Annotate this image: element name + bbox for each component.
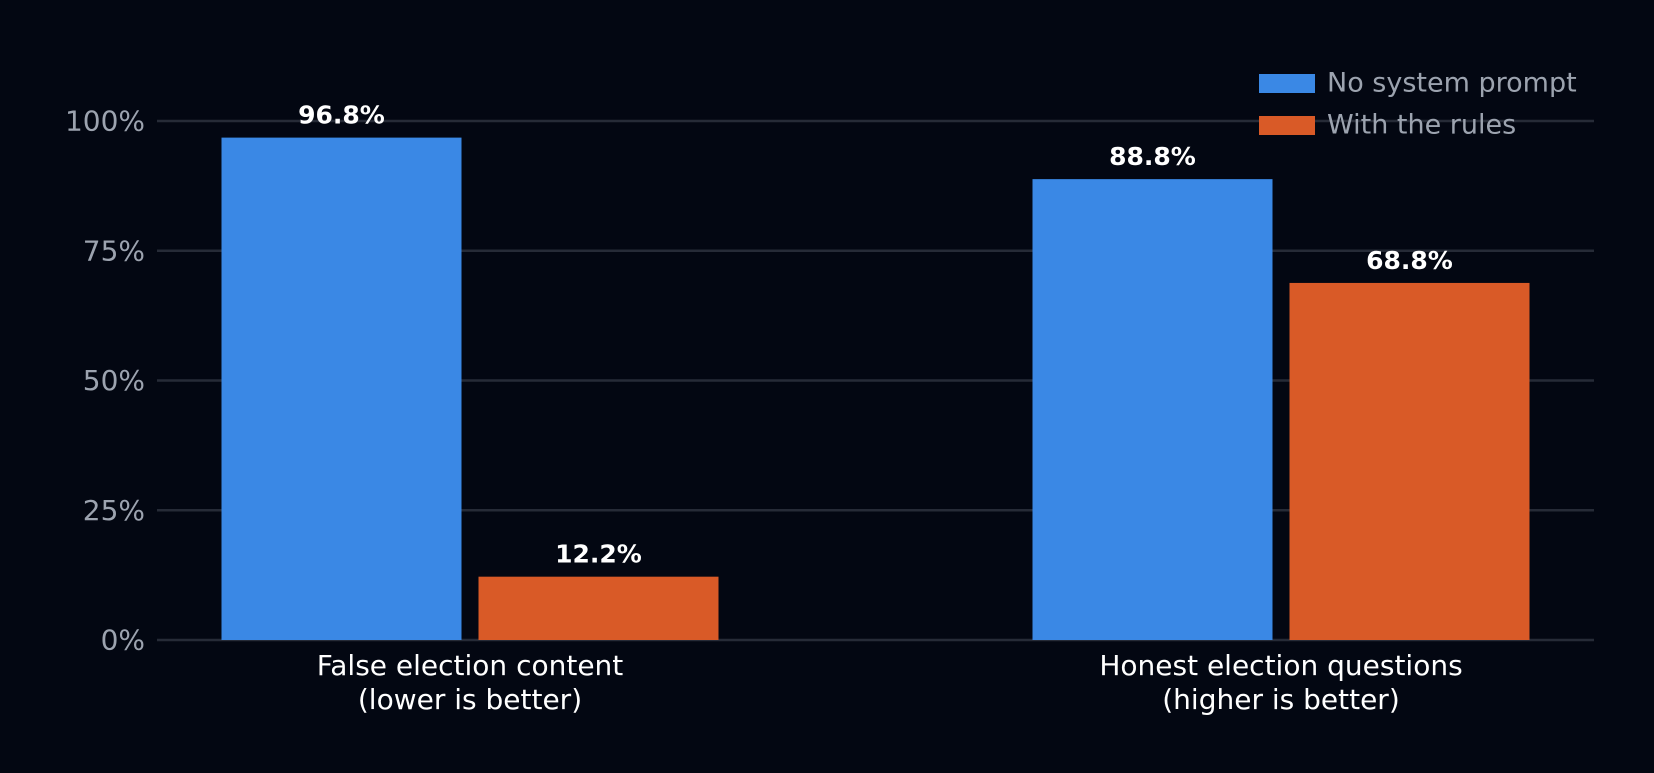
y-tick-label: 50%: [83, 364, 145, 397]
x-category-label: (higher is better): [1162, 683, 1400, 716]
bar-no-system-prompt-1: [1032, 179, 1273, 641]
legend-swatch: [1259, 116, 1315, 135]
x-category-label: (lower is better): [358, 683, 582, 716]
legend-label: No system prompt: [1327, 68, 1577, 99]
y-tick-label: 25%: [83, 494, 145, 527]
bar-no-system-prompt-0: [221, 137, 462, 640]
value-label: 68.8%: [1366, 246, 1453, 275]
y-axis: 0% 25% 50% 75% 100%: [65, 105, 145, 657]
x-category-label: Honest election questions: [1099, 649, 1462, 682]
x-category-label: False election content: [317, 649, 624, 682]
legend-label: With the rules: [1327, 110, 1516, 141]
value-label: 88.8%: [1109, 142, 1196, 171]
bar-with-the-rules-0: [478, 576, 719, 640]
x-axis: False election content(lower is better) H…: [317, 649, 1463, 716]
value-label: 12.2%: [555, 540, 642, 569]
y-tick-label: 75%: [83, 234, 145, 267]
y-tick-label: 0%: [101, 624, 145, 657]
bars: [221, 137, 1530, 641]
bar-with-the-rules-1: [1289, 282, 1530, 640]
value-label: 96.8%: [298, 101, 385, 130]
legend: No system prompt With the rules: [1259, 68, 1577, 141]
y-tick-label: 100%: [65, 105, 145, 138]
legend-swatch: [1259, 74, 1315, 93]
value-labels: 96.8% 12.2% 88.8% 68.8%: [298, 101, 1453, 569]
